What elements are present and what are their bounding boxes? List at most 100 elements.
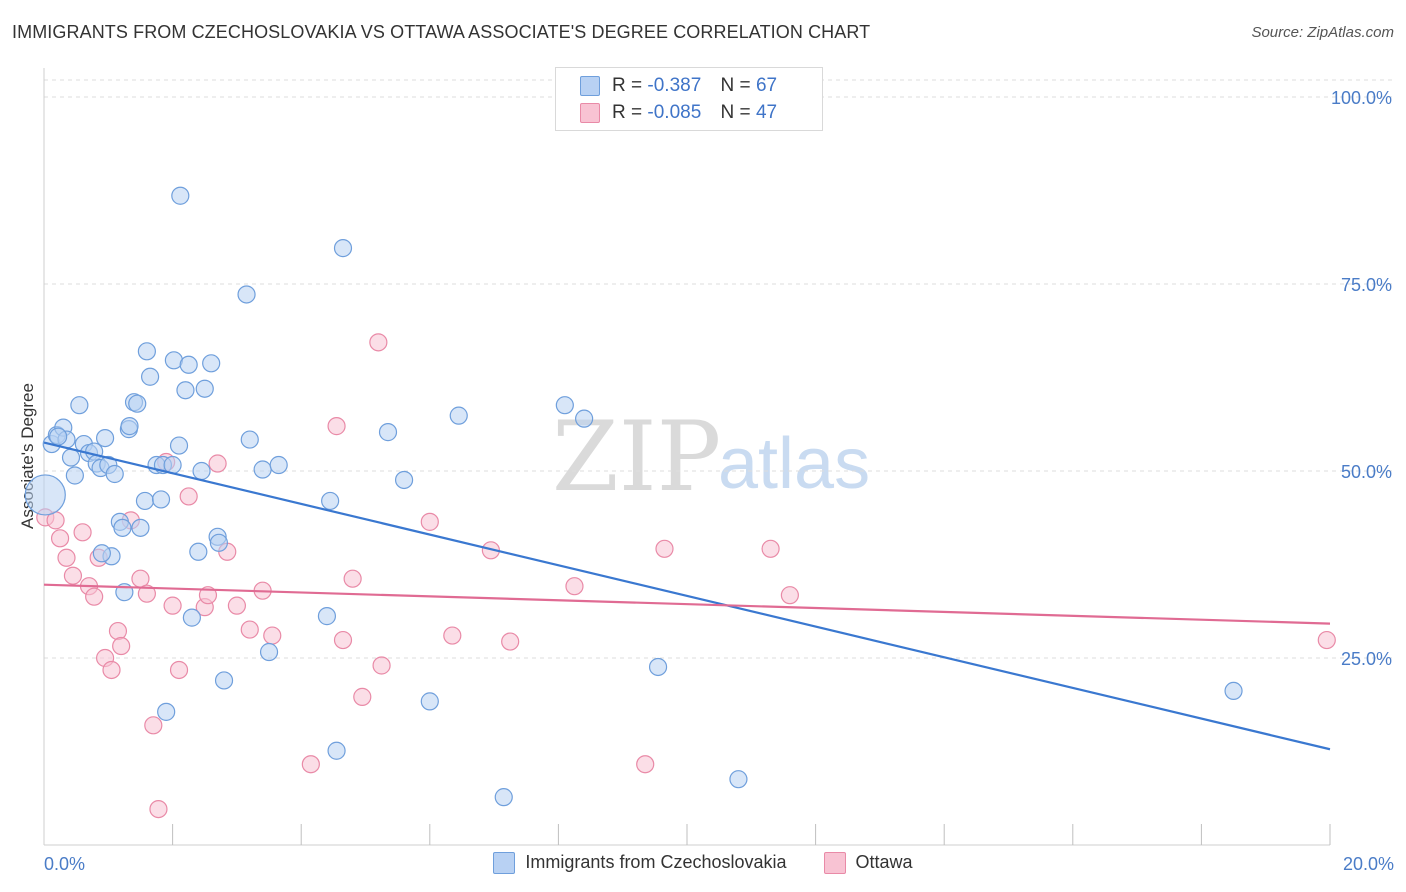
point-ottawa <box>327 417 346 436</box>
point-ottawa <box>565 577 584 596</box>
point-ottawa <box>263 626 282 645</box>
chart-title: IMMIGRANTS FROM CZECHOSLOVAKIA VS OTTAWA… <box>12 22 871 42</box>
legend-swatch-blue <box>493 852 516 875</box>
point-czechoslovakia <box>140 367 160 386</box>
point-czechoslovakia <box>157 702 176 721</box>
series-legend: Immigrants from Czechoslovakia Ottawa <box>0 852 1406 875</box>
point-ottawa <box>353 687 372 706</box>
point-czechoslovakia <box>192 461 211 481</box>
legend-r-value: -0.085 <box>647 102 702 123</box>
point-ottawa <box>85 587 104 606</box>
stats-legend: R = -0.387 N = 67 R = -0.085 N = 47 <box>555 67 823 131</box>
point-ottawa <box>112 636 131 656</box>
legend-r-label: R = <box>612 75 643 96</box>
point-czechoslovakia <box>449 406 468 425</box>
point-ottawa <box>198 586 218 605</box>
legend-swatch-blue <box>580 75 600 96</box>
point-czechoslovakia <box>202 354 221 373</box>
legend-row-ottawa: R = -0.085 N = 47 <box>580 102 777 124</box>
tick-labels: 25.0% 50.0% 75.0% 100.0% 0.0% 20.0% <box>44 88 1394 874</box>
gridlines <box>44 79 1394 659</box>
y-tick-label: 75.0% <box>1341 275 1392 295</box>
trend-lines <box>43 441 1331 751</box>
point-czechoslovakia <box>171 186 190 205</box>
point-czechoslovakia <box>648 657 668 677</box>
point-czechoslovakia <box>49 427 68 446</box>
legend-n-label: N = <box>720 102 751 123</box>
point-ottawa <box>780 586 799 605</box>
legend-r-value: -0.387 <box>647 75 702 96</box>
point-ottawa <box>301 755 320 774</box>
point-czechoslovakia <box>555 396 574 415</box>
point-ottawa <box>333 630 353 650</box>
legend-label: Ottawa <box>855 852 913 873</box>
point-czechoslovakia <box>259 642 279 662</box>
legend-r-label: R = <box>612 102 643 123</box>
point-ottawa <box>1317 630 1336 650</box>
watermark-atlas: atlas <box>718 424 870 504</box>
trend-line-ottawa <box>43 583 1331 625</box>
point-ottawa <box>102 660 121 680</box>
point-czechoslovakia <box>95 428 115 448</box>
point-ottawa <box>50 529 70 548</box>
trend-line-czechoslovakia <box>43 441 1331 751</box>
point-czechoslovakia <box>70 396 89 415</box>
legend-swatch-pink <box>823 852 846 875</box>
point-ottawa <box>63 566 83 585</box>
point-czechoslovakia <box>575 409 594 428</box>
legend-item-ottawa[interactable]: Ottawa <box>823 852 913 875</box>
source-label: Source: ZipAtlas.com <box>1251 24 1394 41</box>
point-czechoslovakia <box>128 394 147 413</box>
point-czechoslovakia <box>135 491 155 511</box>
point-czechoslovakia <box>182 608 201 627</box>
point-czechoslovakia <box>240 430 259 449</box>
legend-n-value: 67 <box>755 75 778 96</box>
point-czechoslovakia <box>105 464 124 484</box>
point-czechoslovakia <box>169 436 189 455</box>
point-ottawa <box>761 539 780 558</box>
x-tick-label: 0.0% <box>44 854 85 874</box>
y-tick-label: 100.0% <box>1331 88 1392 108</box>
point-ottawa <box>240 620 259 639</box>
point-ottawa <box>137 584 156 603</box>
point-czechoslovakia <box>24 474 66 516</box>
point-czechoslovakia <box>333 238 353 258</box>
point-czechoslovakia <box>1224 681 1243 701</box>
point-czechoslovakia <box>176 381 195 400</box>
point-czechoslovakia <box>237 285 256 304</box>
legend-row-czechoslovakia: R = -0.387 N = 67 <box>580 75 777 97</box>
point-czechoslovakia <box>317 607 337 626</box>
data-points <box>24 186 1336 819</box>
point-czechoslovakia <box>120 417 139 436</box>
point-czechoslovakia <box>131 518 150 537</box>
point-czechoslovakia <box>61 448 81 467</box>
point-czechoslovakia <box>179 355 198 374</box>
point-ottawa <box>636 755 655 774</box>
legend-item-czechoslovakia[interactable]: Immigrants from Czechoslovakia <box>493 852 787 875</box>
point-czechoslovakia <box>214 671 234 690</box>
y-tick-label: 50.0% <box>1341 462 1392 482</box>
point-ottawa <box>149 799 168 819</box>
y-tick-label: 25.0% <box>1341 649 1392 669</box>
point-czechoslovakia <box>113 518 132 537</box>
point-ottawa <box>57 548 76 567</box>
point-ottawa <box>372 656 391 675</box>
point-czechoslovakia <box>189 542 208 561</box>
point-czechoslovakia <box>729 770 748 789</box>
x-tick-label: 20.0% <box>1343 854 1394 874</box>
point-ottawa <box>443 626 462 645</box>
point-ottawa <box>169 660 189 680</box>
point-czechoslovakia <box>394 470 414 490</box>
point-ottawa <box>108 621 128 641</box>
watermark: ZIP atlas <box>552 401 870 513</box>
point-czechoslovakia <box>209 533 228 552</box>
point-ottawa <box>208 454 227 473</box>
point-ottawa <box>343 569 362 588</box>
point-czechoslovakia <box>195 379 214 398</box>
legend-n-value: 47 <box>755 102 778 123</box>
point-ottawa <box>144 716 163 735</box>
point-czechoslovakia <box>65 466 84 485</box>
point-czechoslovakia <box>327 741 346 760</box>
point-ottawa <box>369 333 388 352</box>
